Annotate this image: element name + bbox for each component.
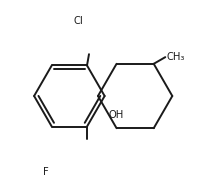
Text: Cl: Cl (73, 17, 83, 26)
Text: F: F (43, 167, 48, 177)
Text: OH: OH (108, 110, 124, 120)
Text: CH₃: CH₃ (166, 52, 185, 62)
